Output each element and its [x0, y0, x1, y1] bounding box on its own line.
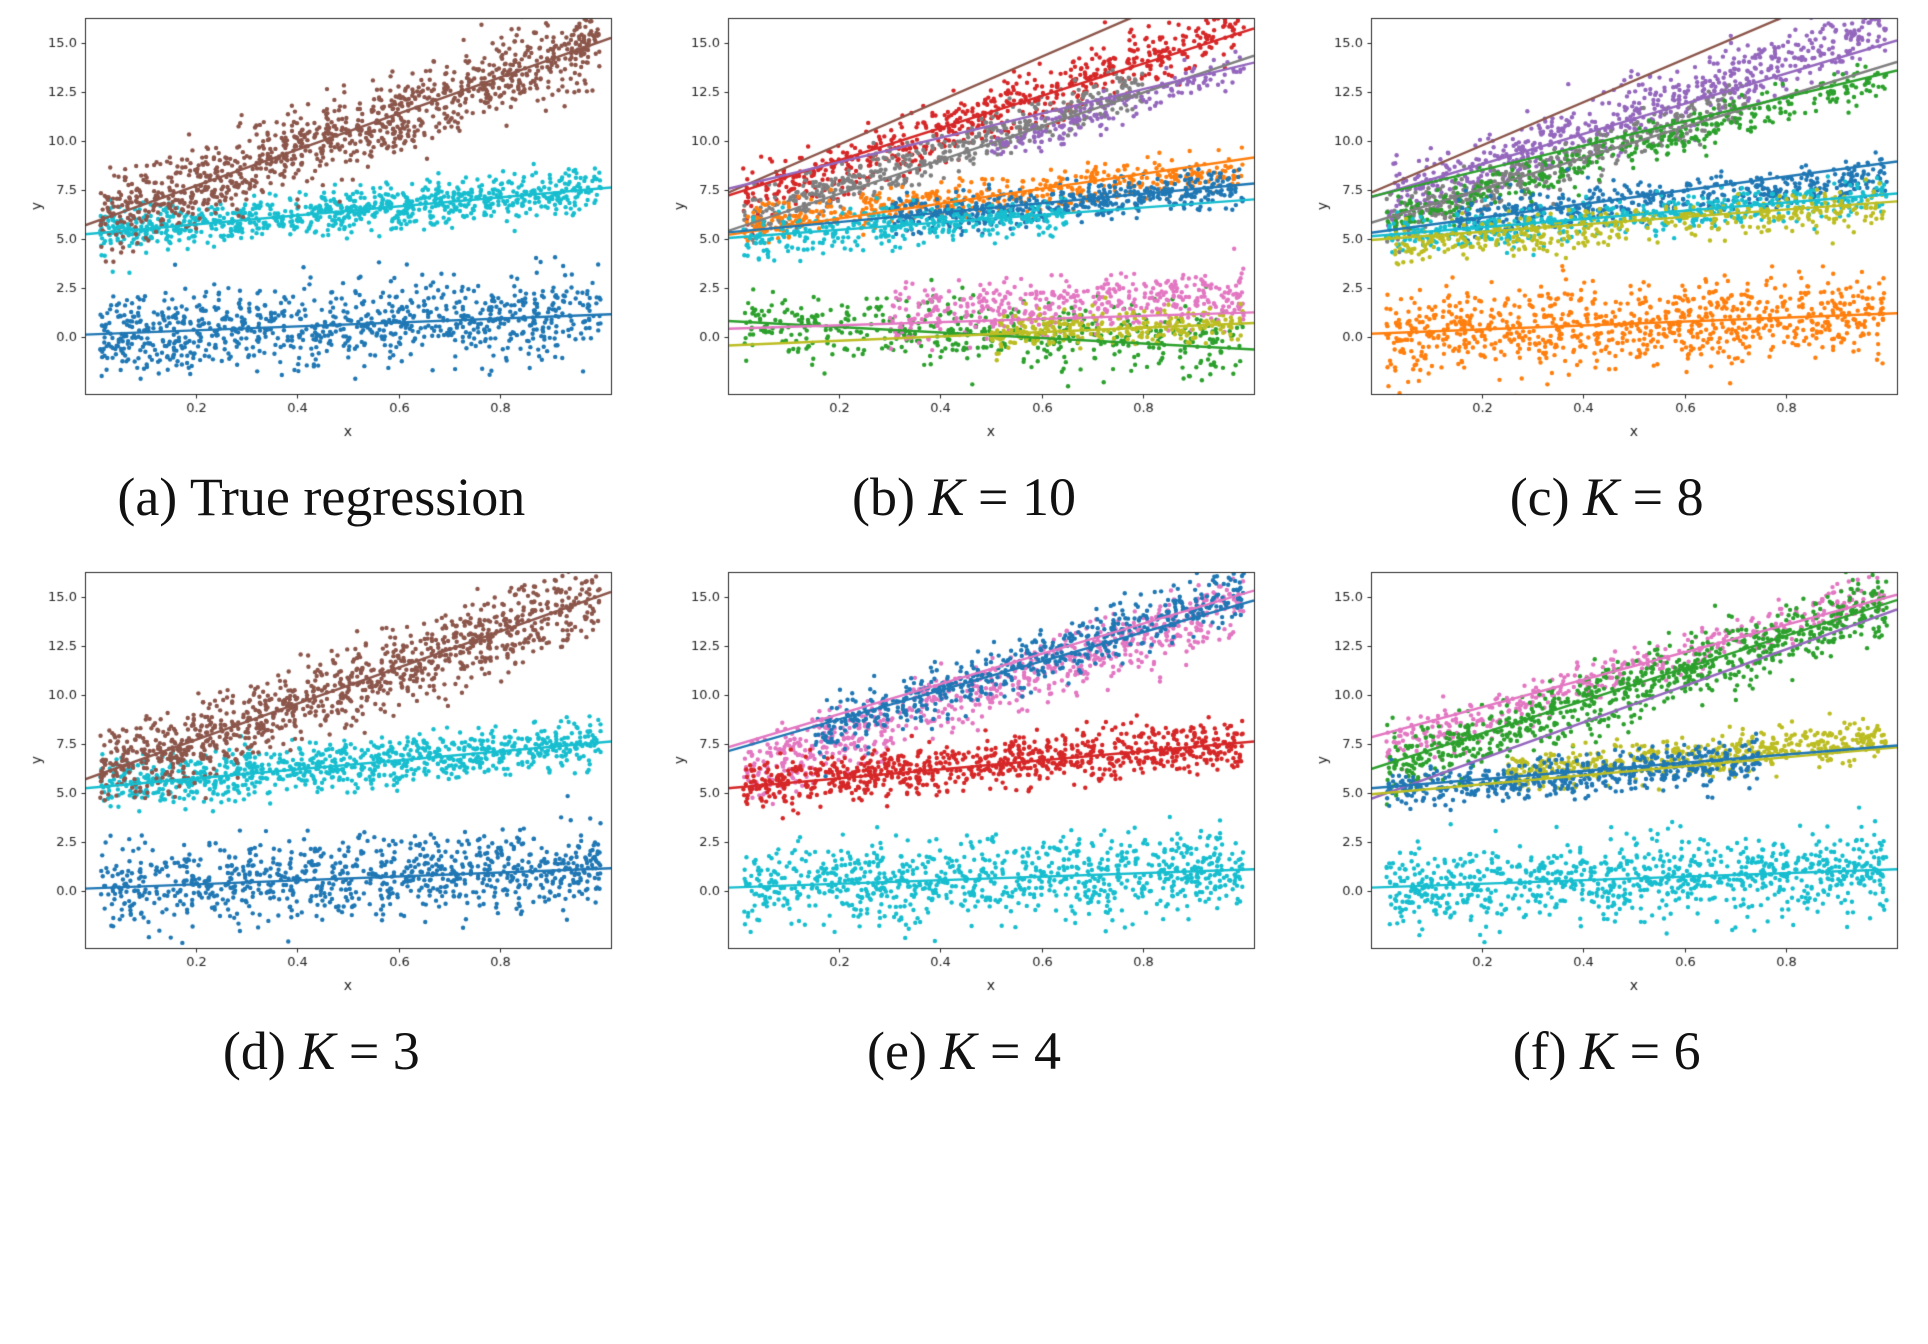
caption-b: (b) K = 10 — [852, 466, 1076, 528]
caption-b-eq: = 10 — [964, 467, 1076, 527]
panel-e: (e) K = 4 — [643, 562, 1286, 1082]
caption-d: (d) K = 3 — [223, 1020, 420, 1082]
caption-d-eq: = 3 — [335, 1021, 420, 1082]
caption-a-text: True regression — [189, 467, 526, 527]
caption-f-index: (f) — [1512, 1021, 1581, 1082]
caption-c-var: K — [1583, 467, 1620, 527]
caption-e-eq: = 4 — [976, 1021, 1061, 1082]
caption-e: (e) K = 4 — [867, 1020, 1061, 1082]
caption-c-eq: = 8 — [1619, 467, 1704, 527]
scatter-plot-k6 — [1306, 562, 1907, 1003]
caption-c-index: (c) — [1509, 467, 1584, 527]
panel-c: (c) K = 8 — [1285, 8, 1928, 528]
caption-e-var: K — [940, 1021, 977, 1082]
scatter-plot-k4 — [663, 562, 1264, 1003]
caption-a: (a) True regression — [117, 466, 525, 528]
panel-d: (d) K = 3 — [0, 562, 643, 1082]
scatter-plot-k10 — [663, 8, 1264, 448]
scatter-plot-k3 — [21, 562, 622, 1003]
caption-f: (f) K = 6 — [1513, 1020, 1701, 1082]
caption-a-index: (a) — [117, 467, 190, 527]
panel-b: (b) K = 10 — [643, 8, 1286, 528]
panel-f: (f) K = 6 — [1285, 562, 1928, 1082]
caption-f-var: K — [1580, 1021, 1617, 1082]
caption-c: (c) K = 8 — [1510, 466, 1704, 528]
scatter-plot-true-regression — [21, 8, 622, 448]
scatter-plot-k8 — [1306, 8, 1907, 448]
caption-f-eq: = 6 — [1616, 1021, 1701, 1082]
caption-d-var: K — [299, 1021, 336, 1082]
figure-grid: (a) True regression (b) K = 10 (c) K = 8… — [0, 8, 1928, 1082]
caption-b-index: (b) — [852, 467, 929, 527]
caption-e-index: (e) — [867, 1021, 941, 1082]
caption-d-index: (d) — [222, 1021, 300, 1082]
panel-a: (a) True regression — [0, 8, 643, 528]
caption-b-var: K — [928, 467, 965, 527]
